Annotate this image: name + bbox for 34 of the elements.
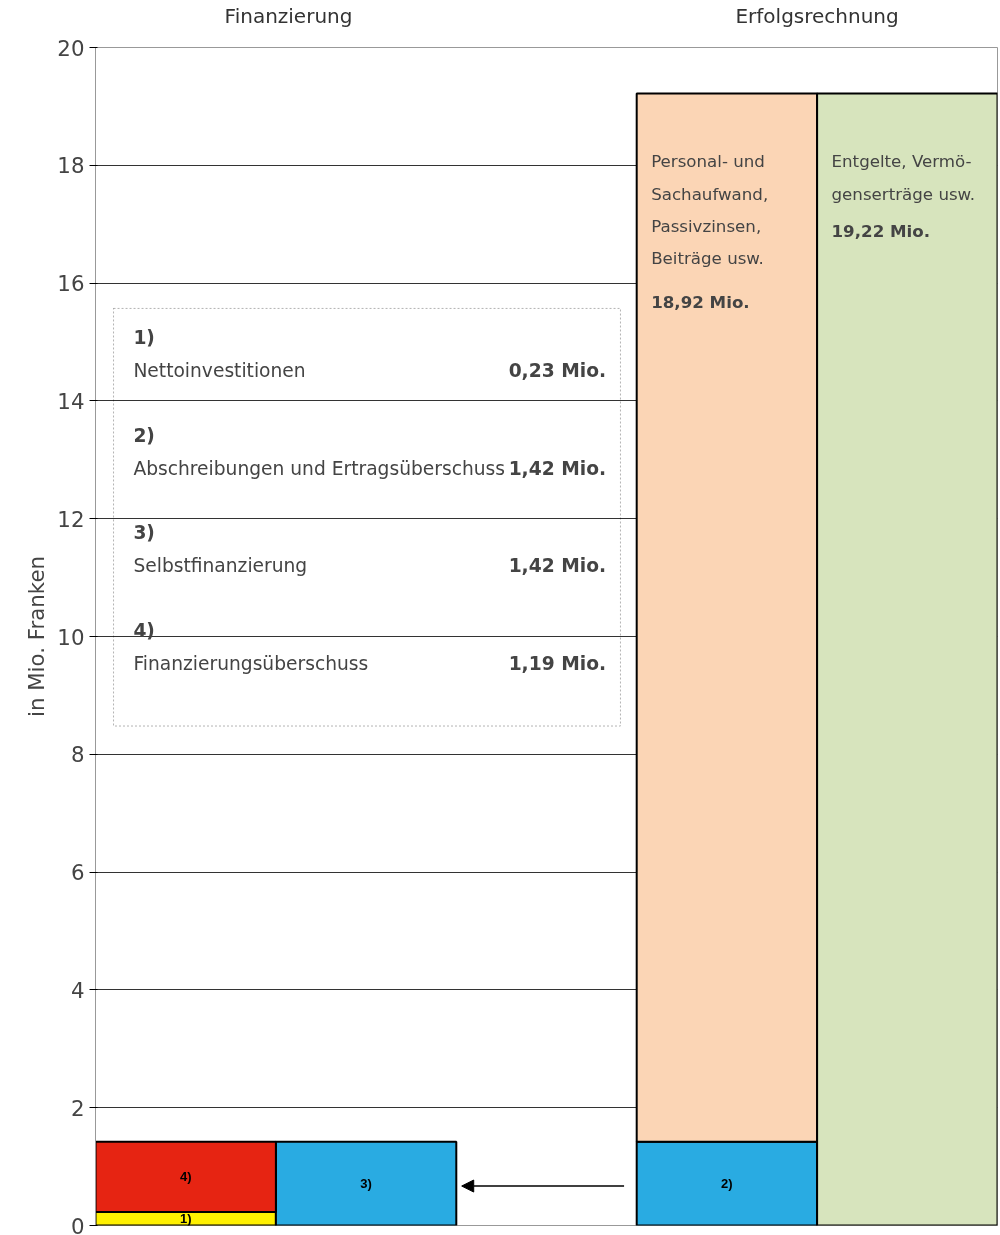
annotation: 1,42 Mio. — [508, 457, 607, 479]
y-tick-label: 2 — [70, 1095, 85, 1121]
annotation: Selbstfinanzierung — [133, 555, 308, 577]
annotation: Personal- und Sachaufwand, Passivzinsen, Beiträge usw. — [651, 152, 769, 269]
y-tick-label: 16 — [57, 271, 85, 297]
annotation: Finanzierungsüberschuss — [133, 652, 369, 674]
text: Erfolgsrechnung — [735, 3, 899, 28]
annotation: 19,22 Mio. — [831, 222, 931, 242]
annotation: Nettoinvestitionen — [133, 360, 306, 382]
y-tick-label: 8 — [70, 742, 85, 768]
y-tick-label: 6 — [70, 860, 85, 886]
y-tick-label: 20 — [57, 35, 85, 61]
series-label: 1) — [179, 1211, 192, 1227]
y-tick-label: 18 — [57, 153, 85, 179]
y-tick-label: 4 — [70, 977, 85, 1003]
annotation: 2) — [133, 424, 155, 446]
annotation: 1,19 Mio. — [508, 652, 607, 674]
annotation: 1) — [133, 327, 155, 349]
annotation: Abschreibungen und Ertragsüberschuss — [133, 457, 506, 479]
series-label: 2) — [721, 1176, 733, 1192]
y-tick-label: 14 — [57, 388, 85, 414]
annotation: 3) — [133, 522, 155, 544]
annotation: Entgelte, Vermö- genserträge usw. — [831, 152, 976, 204]
series-label: 3) — [360, 1176, 372, 1192]
y-axis-title: in Mio. Franken — [24, 555, 50, 718]
annotation: 1,42 Mio. — [508, 555, 607, 577]
y-tick-label: 10 — [57, 624, 85, 650]
text: Finanzierung — [224, 3, 353, 28]
annotation: 0,23 Mio. — [508, 360, 607, 382]
annotation: 18,92 Mio. — [651, 292, 750, 312]
series-label: 4) — [179, 1169, 192, 1185]
annotation: 4) — [133, 619, 155, 641]
y-tick-label: 0 — [70, 1213, 85, 1235]
y-tick-label: 12 — [57, 506, 85, 532]
